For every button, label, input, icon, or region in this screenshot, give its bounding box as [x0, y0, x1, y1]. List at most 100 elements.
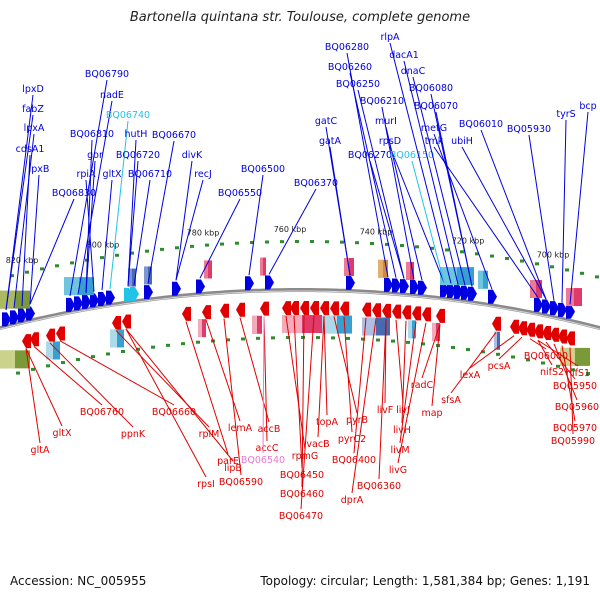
forward-gene-arrow	[488, 289, 497, 304]
bottom-gene-leader	[125, 328, 234, 462]
outer-ring-mark	[475, 252, 479, 256]
top-gene-label: BQ05930	[507, 124, 551, 135]
forward-gene-arrow	[447, 283, 456, 298]
top-gene-leader	[85, 179, 95, 292]
reverse-gene-arrow	[566, 331, 575, 346]
gc-content-block-shade	[252, 315, 257, 334]
bottom-gene-leader	[125, 328, 207, 478]
reverse-gene-arrow	[112, 316, 121, 331]
forward-gene-arrow	[400, 279, 409, 294]
bottom-gene-label: map	[421, 408, 442, 419]
forward-gene-arrow	[26, 306, 35, 321]
top-gene-leader	[329, 146, 351, 276]
top-gene-label: nadE	[100, 90, 124, 101]
forward-gene-arrow	[468, 286, 477, 301]
top-gene-leader	[127, 160, 139, 287]
outer-ring-mark	[55, 264, 59, 268]
top-gene-leader	[109, 120, 129, 289]
bottom-gene-leader	[285, 316, 306, 450]
top-gene-leader	[29, 174, 40, 305]
top-gene-leader	[461, 146, 547, 300]
bottom-gene-leader	[431, 324, 441, 407]
gc-content-block-shade	[322, 315, 337, 334]
inner-ring-mark	[481, 350, 485, 354]
top-gene-leader	[411, 160, 445, 283]
top-gene-label: lpxA	[24, 123, 45, 134]
bottom-gene-leader	[25, 348, 41, 444]
outer-ring-mark	[565, 268, 569, 272]
outer-ring-mark	[370, 241, 374, 245]
kbp-tick-label: 760 kbp	[274, 225, 307, 234]
gc-content-block-shade	[440, 267, 457, 286]
top-gene-leader	[175, 179, 204, 281]
top-gene-label: tmk	[425, 136, 444, 147]
forward-gene-arrow	[82, 294, 91, 309]
kbp-tick-label: 700 kbp	[537, 251, 570, 260]
top-gene-label: gatC	[315, 116, 338, 127]
top-gene-label: BQ06080	[409, 83, 453, 94]
top-gene-leader	[403, 60, 459, 285]
bottom-gene-label: accC	[256, 443, 279, 454]
reverse-gene-arrow	[340, 301, 349, 316]
outer-ring-mark	[265, 240, 269, 244]
forward-gene-arrow	[90, 293, 99, 308]
gc-content-block-shade	[128, 268, 132, 287]
gc-content-block-shade	[432, 322, 436, 341]
gc-content-block-shade	[494, 331, 497, 350]
top-gene-leader	[133, 179, 151, 286]
bottom-gene-label: BQ06470	[279, 511, 323, 522]
figure-title: Bartonella quintana str. Toulouse, compl…	[129, 10, 471, 25]
bottom-gene-leader	[450, 332, 497, 394]
bottom-gene-leader	[421, 324, 441, 379]
forward-gene-arrow	[392, 278, 401, 293]
inner-ring-mark	[121, 349, 125, 353]
reverse-gene-arrow	[510, 319, 519, 334]
top-gene-label: rpsD	[379, 136, 401, 147]
inner-ring-mark	[451, 345, 455, 349]
bottom-gene-leader	[317, 316, 325, 438]
forward-gene-arrow	[384, 277, 393, 292]
top-gene-label: BQ06830	[52, 188, 96, 199]
reverse-gene-arrow	[310, 301, 319, 316]
inner-ring-mark	[166, 343, 170, 347]
reverse-gene-arrow	[290, 301, 299, 316]
inner-ring-mark	[376, 338, 380, 342]
genome-backbone	[0, 288, 600, 331]
inner-ring-mark	[571, 368, 575, 372]
outer-ring-mark	[235, 241, 239, 245]
outer-ring-mark	[400, 244, 404, 248]
bottom-gene-label: vacB	[306, 439, 329, 450]
reverse-gene-arrow	[436, 308, 445, 323]
gc-content-block-shade	[110, 329, 117, 348]
top-gene-label: BQ06250	[336, 79, 380, 90]
top-gene-label: BQ06550	[218, 188, 262, 199]
bottom-gene-leader	[569, 347, 574, 435]
inner-ring-mark	[106, 352, 110, 356]
bottom-gene-label: gltA	[31, 445, 50, 456]
bottom-gene-label: topA	[316, 417, 339, 428]
outer-ring-mark	[430, 246, 434, 250]
top-gene-label: gltX	[103, 169, 122, 180]
top-gene-label: dacA1	[389, 50, 419, 61]
reverse-gene-arrow	[320, 301, 329, 316]
forward-gene-arrow	[454, 284, 463, 299]
top-gene-label: fabZ	[22, 104, 44, 115]
bottom-gene-leader	[301, 316, 305, 488]
top-gene-leader	[569, 111, 589, 305]
reverse-gene-arrow	[300, 301, 309, 315]
outer-ring-mark	[595, 275, 599, 279]
bottom-gene-leader	[529, 338, 547, 350]
bottom-gene-leader	[239, 317, 270, 423]
kbp-tick-label: 720 kbp	[452, 236, 485, 245]
top-gene-leader	[199, 198, 241, 279]
bottom-gene-leader	[343, 316, 353, 433]
bottom-gene-label: BQ06000	[524, 351, 568, 362]
bottom-gene-leader	[397, 322, 427, 464]
outer-ring-mark	[70, 261, 74, 265]
top-gene-label: BQ06670	[152, 130, 196, 141]
top-gene-leader	[480, 129, 547, 300]
top-gene-leader	[433, 133, 493, 290]
top-gene-leader	[147, 140, 175, 284]
reverse-gene-arrow	[534, 324, 543, 339]
inner-ring-mark	[256, 336, 260, 340]
